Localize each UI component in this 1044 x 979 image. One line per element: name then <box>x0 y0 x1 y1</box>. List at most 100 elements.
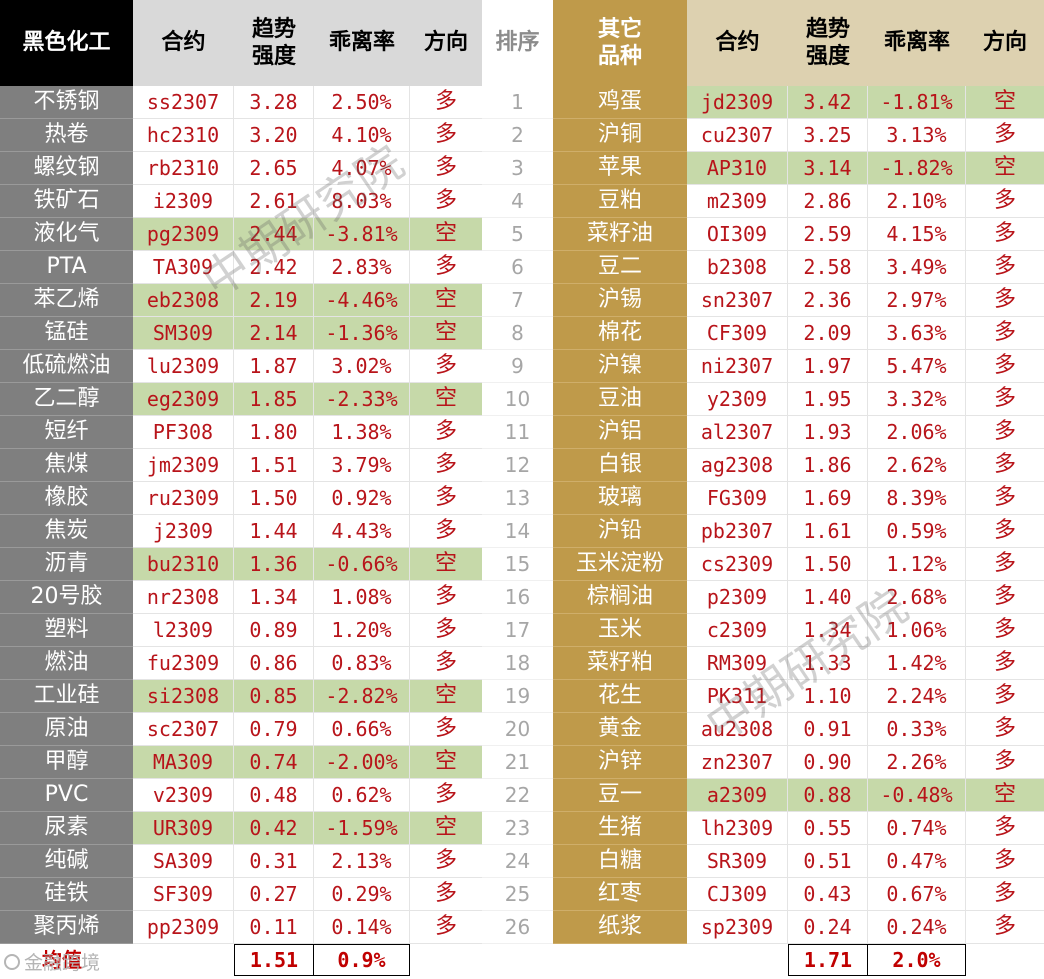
average-spacer <box>966 944 1044 976</box>
left-name-cell: 纯碱 <box>0 845 133 878</box>
right-deviation-cell: 5.47% <box>868 350 966 383</box>
left-average-deviation: 0.9% <box>314 944 410 976</box>
rank-cell: 25 <box>482 878 553 911</box>
left-strength-cell: 0.48 <box>234 779 314 812</box>
right-strength-cell: 0.24 <box>788 911 868 944</box>
left-strength-cell: 1.87 <box>234 350 314 383</box>
right-strength-cell: 0.91 <box>788 713 868 746</box>
right-contract-cell: cs2309 <box>687 548 788 581</box>
rank-cell: 20 <box>482 713 553 746</box>
right-name-cell: 沪铜 <box>553 119 687 152</box>
left-strength-cell: 0.74 <box>234 746 314 779</box>
left-strength-cell: 1.85 <box>234 383 314 416</box>
rank-cell: 8 <box>482 317 553 350</box>
rank-cell: 12 <box>482 449 553 482</box>
right-name-cell: 菜籽粕 <box>553 647 687 680</box>
rank-cell: 13 <box>482 482 553 515</box>
right-contract-header: 合约 <box>687 0 788 86</box>
right-strength-cell: 0.55 <box>788 812 868 845</box>
right-direction-cell: 多 <box>966 185 1044 218</box>
right-direction-cell: 多 <box>966 581 1044 614</box>
right-name-cell: 黄金 <box>553 713 687 746</box>
rank-cell: 26 <box>482 911 553 944</box>
left-strength-cell: 2.14 <box>234 317 314 350</box>
left-contract-cell: MA309 <box>133 746 234 779</box>
left-contract-cell: jm2309 <box>133 449 234 482</box>
right-direction-cell: 多 <box>966 878 1044 911</box>
average-spacer <box>482 944 553 976</box>
right-deviation-cell: 0.47% <box>868 845 966 878</box>
left-direction-cell: 空 <box>410 383 482 416</box>
average-spacer <box>553 944 687 976</box>
right-deviation-cell: 2.24% <box>868 680 966 713</box>
right-direction-cell: 多 <box>966 416 1044 449</box>
right-name-cell: 白糖 <box>553 845 687 878</box>
left-direction-cell: 多 <box>410 713 482 746</box>
right-strength-cell: 2.59 <box>788 218 868 251</box>
table-row: 塑料 l2309 0.89 1.20% 多 17 玉米 c2309 1.34 1.06% 多 <box>0 614 1044 647</box>
average-spacer <box>133 944 234 976</box>
left-contract-cell: fu2309 <box>133 647 234 680</box>
left-strength-cell: 2.42 <box>234 251 314 284</box>
right-direction-cell: 多 <box>966 383 1044 416</box>
left-name-cell: 螺纹钢 <box>0 152 133 185</box>
rank-cell: 24 <box>482 845 553 878</box>
left-direction-cell: 多 <box>410 251 482 284</box>
left-name-cell: 铁矿石 <box>0 185 133 218</box>
rank-cell: 21 <box>482 746 553 779</box>
right-strength-cell: 1.61 <box>788 515 868 548</box>
right-strength-cell: 0.43 <box>788 878 868 911</box>
left-name-cell: 焦炭 <box>0 515 133 548</box>
left-deviation-cell: -2.00% <box>314 746 410 779</box>
left-strength-cell: 0.27 <box>234 878 314 911</box>
right-direction-cell: 多 <box>966 317 1044 350</box>
left-deviation-cell: 0.14% <box>314 911 410 944</box>
left-direction-cell: 多 <box>410 152 482 185</box>
rank-cell: 10 <box>482 383 553 416</box>
right-name-cell: 玉米淀粉 <box>553 548 687 581</box>
left-strength-cell: 0.11 <box>234 911 314 944</box>
right-name-cell: 棉花 <box>553 317 687 350</box>
left-strength-cell: 2.65 <box>234 152 314 185</box>
right-contract-cell: FG309 <box>687 482 788 515</box>
right-deviation-cell: 2.10% <box>868 185 966 218</box>
left-deviation-cell: 0.66% <box>314 713 410 746</box>
left-direction-cell: 多 <box>410 119 482 152</box>
left-deviation-cell: -3.81% <box>314 218 410 251</box>
right-direction-cell: 多 <box>966 119 1044 152</box>
right-deviation-cell: 2.62% <box>868 449 966 482</box>
right-contract-cell: au2308 <box>687 713 788 746</box>
left-deviation-cell: -0.66% <box>314 548 410 581</box>
rank-cell: 14 <box>482 515 553 548</box>
left-name-cell: 不锈钢 <box>0 86 133 119</box>
right-contract-cell: PK311 <box>687 680 788 713</box>
rank-cell: 22 <box>482 779 553 812</box>
right-deviation-cell: 1.12% <box>868 548 966 581</box>
left-direction-cell: 多 <box>410 416 482 449</box>
table-row: 螺纹钢 rb2310 2.65 4.07% 多 3 苹果 AP310 3.14 -1.82% 空 <box>0 152 1044 185</box>
left-strength-cell: 1.36 <box>234 548 314 581</box>
right-direction-cell: 多 <box>966 746 1044 779</box>
right-contract-cell: ag2308 <box>687 449 788 482</box>
right-contract-cell: sp2309 <box>687 911 788 944</box>
left-deviation-cell: 4.10% <box>314 119 410 152</box>
rank-cell: 17 <box>482 614 553 647</box>
left-direction-cell: 多 <box>410 581 482 614</box>
average-spacer <box>410 944 482 976</box>
left-contract-cell: SM309 <box>133 317 234 350</box>
table-row: 锰硅 SM309 2.14 -1.36% 空 8 棉花 CF309 2.09 3.63% 多 <box>0 317 1044 350</box>
left-direction-cell: 多 <box>410 449 482 482</box>
left-name-cell: 尿素 <box>0 812 133 845</box>
table-row: 液化气 pg2309 2.44 -3.81% 空 5 菜籽油 OI309 2.59 4.15% 多 <box>0 218 1044 251</box>
right-name-cell: 白银 <box>553 449 687 482</box>
left-strength-cell: 0.79 <box>234 713 314 746</box>
right-direction-cell: 多 <box>966 911 1044 944</box>
right-contract-cell: CF309 <box>687 317 788 350</box>
table-row: 硅铁 SF309 0.27 0.29% 多 25 红枣 CJ309 0.43 0.67% 多 <box>0 878 1044 911</box>
table-row: 橡胶 ru2309 1.50 0.92% 多 13 玻璃 FG309 1.69 8.39% 多 <box>0 482 1044 515</box>
left-name-cell: 甲醇 <box>0 746 133 779</box>
left-contract-cell: pg2309 <box>133 218 234 251</box>
right-deviation-cell: 0.59% <box>868 515 966 548</box>
left-direction-header: 方向 <box>410 0 482 86</box>
